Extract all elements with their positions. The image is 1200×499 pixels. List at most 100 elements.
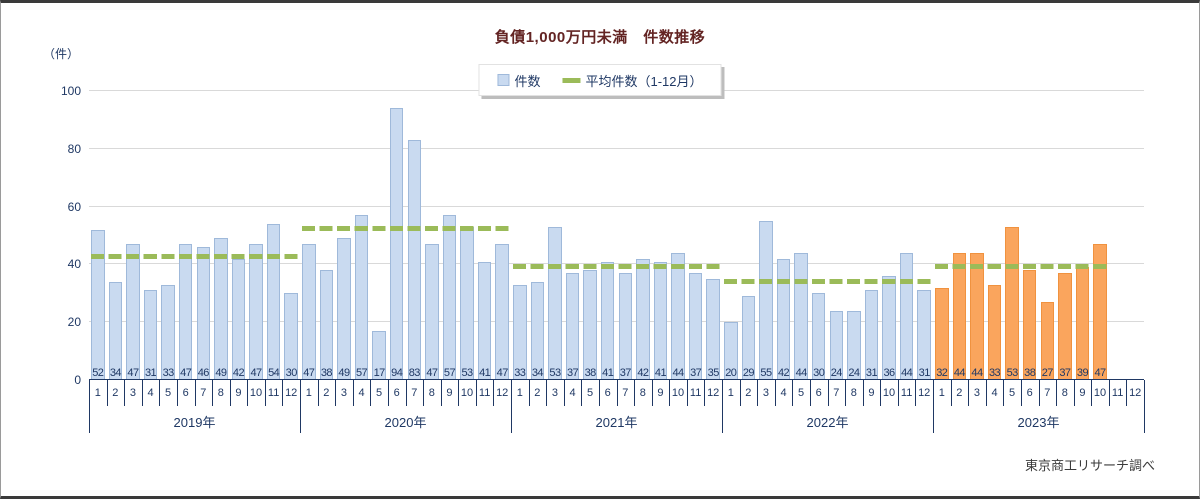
bar-2019年-3月 (126, 244, 140, 380)
month-tick (317, 380, 319, 406)
month-tick (634, 380, 636, 406)
bar-value-label: 32 (936, 367, 948, 379)
month-tick (1038, 380, 1040, 406)
month-tick (124, 380, 126, 406)
month-tick (915, 380, 917, 406)
month-tick (704, 380, 706, 406)
gridline-40 (89, 263, 1144, 265)
month-label: 1 (94, 387, 101, 399)
bar-2020年-11月 (477, 261, 492, 380)
month-tick (581, 380, 583, 406)
month-tick (493, 380, 495, 406)
bar-2019年-12月 (284, 293, 298, 380)
bar-value-label: 30 (285, 367, 298, 379)
month-tick (950, 380, 952, 406)
month-tick (475, 380, 477, 406)
year-boundary-tick (89, 380, 90, 433)
month-tick (968, 380, 970, 406)
bar-value-label: 44 (953, 367, 966, 379)
month-label: 8 (850, 387, 857, 399)
bar-value-label: 34 (109, 367, 122, 379)
bar-2020年-10月 (460, 226, 474, 380)
month-tick (827, 380, 829, 406)
bar-2023年-6月 (1022, 270, 1037, 380)
bar-value-label: 33 (989, 367, 1001, 379)
month-tick (264, 380, 266, 406)
y-axis-unit-label: （件） (43, 47, 80, 61)
bar-2022年-1月 (724, 322, 738, 380)
bar-swatch-icon (497, 74, 510, 86)
month-label: 8 (1061, 387, 1068, 399)
month-tick (106, 380, 108, 406)
bar-value-label: 17 (373, 367, 386, 379)
month-tick (985, 380, 987, 406)
month-tick (229, 380, 231, 406)
bar-value-label: 47 (180, 367, 192, 379)
month-tick (897, 380, 899, 406)
month-label: 9 (868, 387, 875, 399)
bar-2022年-10月 (882, 275, 896, 380)
bar-2021年-5月 (583, 270, 597, 380)
year-label-2021年: 2021年 (595, 415, 638, 430)
bar-value-label: 24 (848, 367, 860, 379)
month-tick (247, 380, 249, 406)
bar-2022年-4月 (776, 258, 791, 380)
bar-2023年-9月 (1075, 267, 1090, 380)
bar-2023年-4月 (987, 284, 1002, 380)
month-label: 2 (323, 387, 330, 399)
month-label: 9 (1079, 387, 1086, 399)
bar-2019年-5月 (161, 284, 175, 380)
month-label: 4 (569, 387, 576, 399)
bar-2021年-3月 (548, 226, 562, 380)
month-tick (651, 380, 653, 406)
bar-2021年-6月 (600, 261, 615, 380)
bar-value-label: 38 (320, 367, 333, 379)
gridline-20 (89, 321, 1144, 323)
month-label: 9 (446, 387, 453, 399)
month-tick (757, 380, 759, 406)
bar-value-label: 33 (162, 367, 175, 379)
bar-2021年-12月 (706, 278, 720, 380)
year-boundary-tick (511, 380, 512, 433)
month-label: 7 (833, 387, 840, 399)
bar-2020年-9月 (442, 215, 457, 380)
month-label: 5 (587, 387, 594, 399)
x-axis: 1 2 3 4 5 6 7 8 9 10 11 12 1 2 3 4 5 6 7 8 9 10 11 12 1 2 3 4 5 6 7 8 9 1… (89, 380, 1145, 436)
bar-2022年-5月 (794, 252, 808, 380)
bar-value-label: 49 (338, 367, 350, 379)
bar-2021年-9月 (653, 261, 668, 380)
month-label: 3 (551, 387, 558, 399)
bar-2019年-4月 (143, 290, 158, 380)
month-tick (669, 380, 671, 406)
bar-value-label: 47 (496, 367, 509, 379)
bar-2023年-3月 (970, 252, 984, 380)
month-tick (1108, 380, 1110, 406)
month-tick (212, 380, 214, 406)
bar-value-label: 57 (443, 367, 456, 379)
month-label: 10 (249, 387, 263, 399)
bar-2023年-8月 (1058, 273, 1072, 380)
month-label: 12 (285, 387, 298, 399)
bar-value-label: 47 (303, 367, 315, 379)
month-label: 7 (411, 387, 418, 399)
month-tick (792, 380, 794, 406)
month-tick (423, 380, 425, 406)
bar-2019年-9月 (231, 258, 246, 380)
bar-2020年-2月 (319, 270, 334, 380)
month-tick (335, 380, 337, 406)
month-label: 2 (745, 387, 752, 399)
month-label: 8 (217, 387, 224, 399)
month-label: 2 (112, 387, 119, 399)
month-label: 6 (815, 387, 822, 399)
month-label: 5 (165, 387, 172, 399)
bar-2020年-6月 (389, 108, 404, 380)
bar-value-label: 53 (461, 367, 474, 379)
bar-2022年-6月 (811, 293, 826, 380)
bar-value-label: 44 (672, 367, 685, 379)
month-label: 1 (727, 387, 734, 399)
month-tick (1020, 380, 1022, 406)
month-label: 6 (182, 387, 189, 399)
month-tick (440, 380, 442, 406)
month-label: 7 (622, 387, 629, 399)
